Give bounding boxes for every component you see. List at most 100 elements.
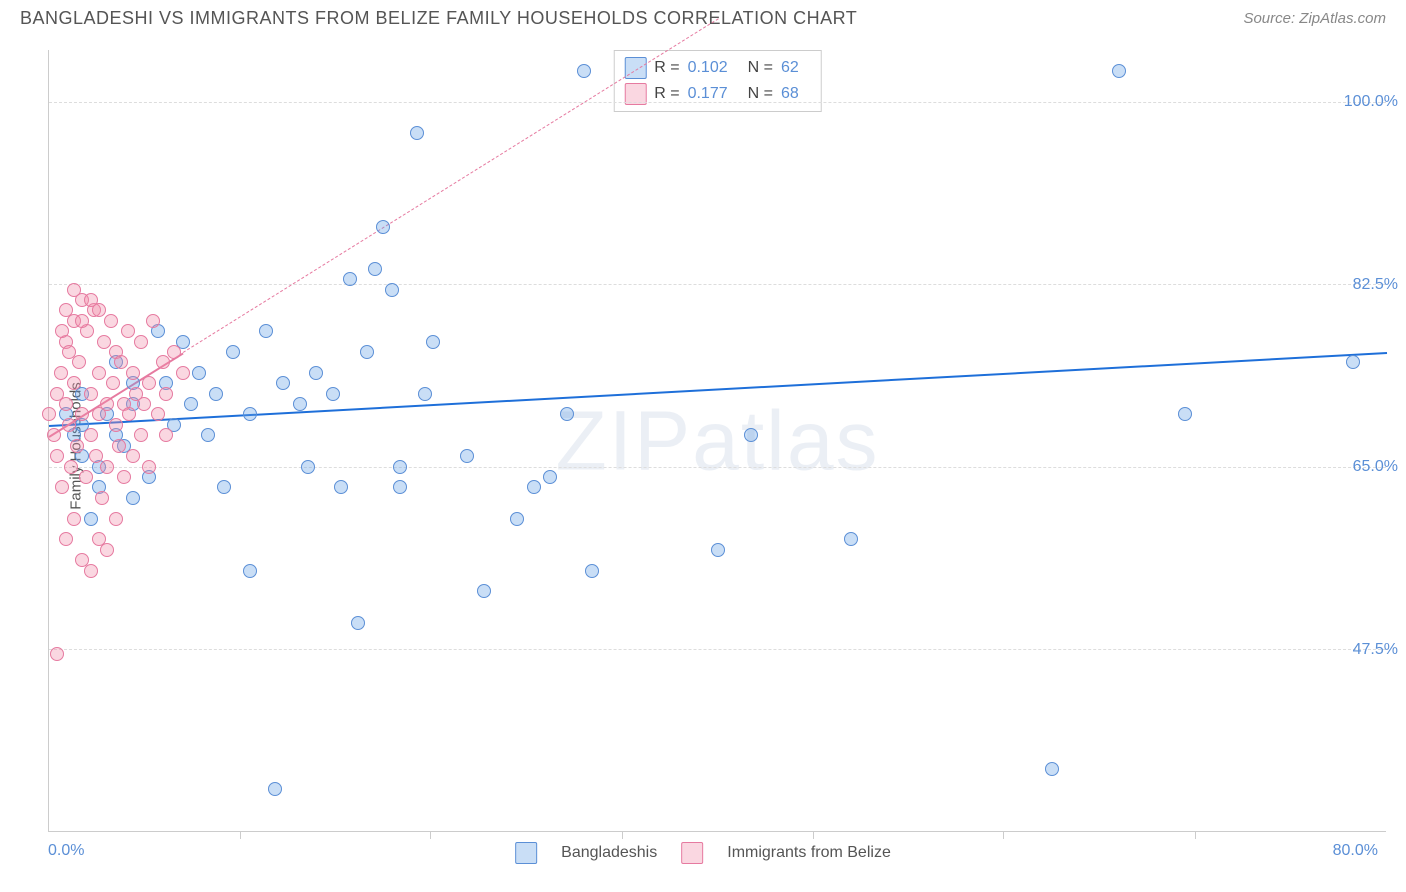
data-point [1045, 762, 1059, 776]
r-value: 0.177 [688, 85, 728, 103]
data-point [104, 314, 118, 328]
data-point [106, 376, 120, 390]
data-point [334, 480, 348, 494]
data-point [112, 439, 126, 453]
data-point [259, 324, 273, 338]
data-point [121, 324, 135, 338]
gridline-horizontal [49, 102, 1386, 103]
data-point [50, 647, 64, 661]
data-point [72, 355, 86, 369]
data-point [844, 532, 858, 546]
data-point [126, 366, 140, 380]
data-point [100, 397, 114, 411]
data-point [176, 366, 190, 380]
data-point [510, 512, 524, 526]
data-point [151, 407, 165, 421]
data-point [117, 470, 131, 484]
data-point [100, 543, 114, 557]
data-point [59, 532, 73, 546]
data-point [89, 449, 103, 463]
x-tick-mark [1003, 831, 1004, 839]
legend-swatch [515, 842, 537, 864]
n-label: N = [748, 85, 773, 103]
gridline-horizontal [49, 649, 1386, 650]
r-value: 0.102 [688, 59, 728, 77]
data-point [50, 449, 64, 463]
data-point [159, 387, 173, 401]
data-point [376, 220, 390, 234]
data-point [62, 418, 76, 432]
data-point [95, 491, 109, 505]
data-point [560, 407, 574, 421]
data-point [67, 512, 81, 526]
data-point [84, 512, 98, 526]
x-axis-min-label: 0.0% [48, 842, 84, 860]
data-point [126, 449, 140, 463]
data-point [64, 460, 78, 474]
data-point [142, 460, 156, 474]
data-point [75, 314, 89, 328]
data-point [351, 616, 365, 630]
y-tick-label: 100.0% [1344, 93, 1398, 111]
data-point [55, 324, 69, 338]
data-point [92, 303, 106, 317]
legend-label: Immigrants from Belize [727, 844, 891, 862]
data-point [114, 355, 128, 369]
chart-plot-area: ZIPatlas R =0.102N =62R =0.177N =68 [48, 50, 1386, 832]
watermark-text: ZIPatlas [555, 392, 879, 489]
data-point [243, 564, 257, 578]
data-point [126, 491, 140, 505]
y-tick-label: 65.0% [1353, 458, 1398, 476]
data-point [301, 460, 315, 474]
data-point [209, 387, 223, 401]
data-point [585, 564, 599, 578]
data-point [217, 480, 231, 494]
data-point [142, 376, 156, 390]
data-point [146, 314, 160, 328]
data-point [70, 439, 84, 453]
x-tick-mark [430, 831, 431, 839]
y-tick-label: 82.5% [1353, 276, 1398, 294]
data-point [309, 366, 323, 380]
data-point [326, 387, 340, 401]
gridline-horizontal [49, 284, 1386, 285]
n-label: N = [748, 59, 773, 77]
data-point [156, 355, 170, 369]
data-point [159, 428, 173, 442]
data-point [100, 460, 114, 474]
data-point [343, 272, 357, 286]
data-point [543, 470, 557, 484]
data-point [1112, 64, 1126, 78]
n-value: 68 [781, 85, 799, 103]
chart-source: Source: ZipAtlas.com [1243, 10, 1386, 27]
x-tick-mark [813, 831, 814, 839]
legend-swatch [681, 842, 703, 864]
x-axis-max-label: 80.0% [1333, 842, 1378, 860]
data-point [393, 460, 407, 474]
data-point [293, 397, 307, 411]
data-point [137, 397, 151, 411]
series-legend: Bangladeshis Immigrants from Belize [515, 842, 891, 864]
legend-label: Bangladeshis [561, 844, 657, 862]
data-point [410, 126, 424, 140]
data-point [67, 376, 81, 390]
trend-line [183, 19, 719, 353]
data-point [134, 428, 148, 442]
x-tick-mark [1195, 831, 1196, 839]
data-point [418, 387, 432, 401]
data-point [192, 366, 206, 380]
data-point [360, 345, 374, 359]
data-point [477, 584, 491, 598]
chart-title: BANGLADESHI VS IMMIGRANTS FROM BELIZE FA… [20, 8, 857, 29]
data-point [167, 345, 181, 359]
r-label: R = [654, 59, 679, 77]
data-point [711, 543, 725, 557]
data-point [59, 303, 73, 317]
data-point [268, 782, 282, 796]
data-point [62, 345, 76, 359]
data-point [122, 407, 136, 421]
data-point [184, 397, 198, 411]
x-tick-mark [622, 831, 623, 839]
data-point [1346, 355, 1360, 369]
data-point [276, 376, 290, 390]
